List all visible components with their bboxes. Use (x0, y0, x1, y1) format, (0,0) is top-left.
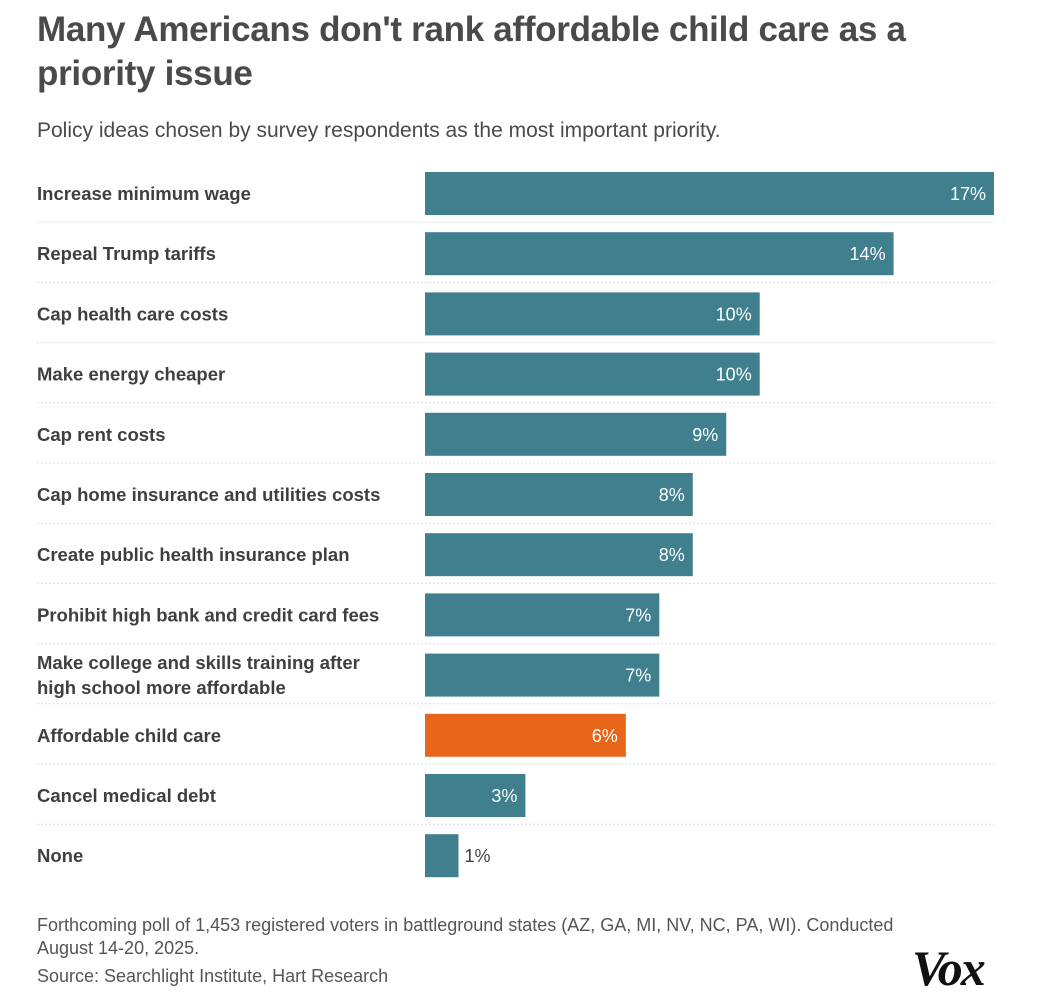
value-label: 1% (464, 846, 490, 866)
category-label-line: Repeal Trump tariffs (37, 243, 216, 264)
bar-chart-svg: Increase minimum wage 17% Repeal Trump tar… (37, 172, 994, 878)
category-label: Create public health insurance plan (37, 544, 350, 565)
value-label: 3% (491, 786, 517, 806)
value-label: 8% (659, 485, 685, 505)
category-label-line: Create public health insurance plan (37, 544, 350, 565)
category-label: Cap health care costs (37, 303, 228, 324)
value-label: 6% (592, 726, 618, 746)
value-label: 14% (850, 244, 886, 264)
bar (425, 653, 660, 697)
category-label-line: None (37, 845, 83, 866)
category-label-line: Cancel medical debt (37, 785, 216, 806)
category-label: Repeal Trump tariffs (37, 243, 216, 264)
bar (425, 834, 459, 878)
category-label: Affordable child care (37, 725, 221, 746)
value-label: 10% (716, 304, 752, 324)
value-label: 9% (692, 425, 718, 445)
bar (425, 412, 727, 456)
vox-logo: Vox (912, 940, 986, 996)
chart-title: Many Americans don't rank affordable chi… (37, 10, 906, 93)
bar-chart: Increase minimum wage 17% Repeal Trump tar… (0, 162, 1042, 900)
category-label-line: Make college and skills training after (37, 652, 360, 673)
value-label: 17% (950, 184, 986, 204)
category-label: None (37, 845, 83, 866)
category-label-line: Cap health care costs (37, 303, 228, 324)
category-label: Make energy cheaper (37, 364, 225, 385)
value-label: 7% (625, 605, 651, 625)
category-label: Cap rent costs (37, 424, 166, 445)
bar (425, 232, 894, 276)
value-label: 8% (659, 545, 685, 565)
value-label: 10% (716, 365, 752, 385)
bar (425, 533, 693, 577)
chart-footnote: Forthcoming poll of 1,453 registered vot… (37, 915, 894, 958)
category-label-line: Make energy cheaper (37, 364, 225, 385)
category-label: Increase minimum wage (37, 183, 251, 204)
chart-source: Source: Searchlight Institute, Hart Rese… (37, 966, 389, 986)
category-label-line: Cap home insurance and utilities costs (37, 484, 380, 505)
bar (425, 172, 994, 215)
category-label: Prohibit high bank and credit card fees (37, 604, 379, 625)
bar (425, 292, 760, 336)
category-label: Make college and skills training after hi… (37, 652, 360, 698)
bar (425, 352, 760, 396)
category-label-line: Prohibit high bank and credit card fees (37, 604, 379, 625)
category-label: Cancel medical debt (37, 785, 216, 806)
bar (425, 473, 693, 516)
category-label-line: Increase minimum wage (37, 183, 251, 204)
category-label-line: Cap rent costs (37, 424, 166, 445)
bar-highlight (425, 713, 626, 757)
category-label-line: high school more affordable (37, 677, 286, 698)
bar (425, 774, 526, 817)
chart-subtitle: Policy ideas chosen by survey respondent… (37, 119, 721, 142)
value-label: 7% (625, 666, 651, 686)
bar (425, 593, 660, 637)
category-label: Cap home insurance and utilities costs (37, 484, 380, 505)
category-label-line: Affordable child care (37, 725, 221, 746)
